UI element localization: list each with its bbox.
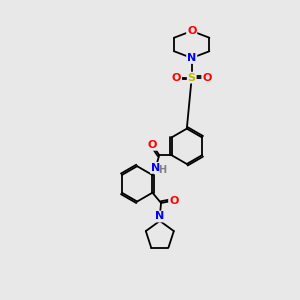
Text: N: N [187, 53, 196, 63]
Text: O: O [148, 140, 157, 150]
Text: O: O [187, 26, 196, 36]
Text: O: O [202, 73, 212, 82]
Text: O: O [169, 196, 178, 206]
Text: N: N [155, 212, 164, 221]
Text: H: H [158, 165, 166, 175]
Text: S: S [188, 73, 196, 82]
Text: N: N [151, 163, 160, 173]
Text: O: O [172, 73, 181, 82]
